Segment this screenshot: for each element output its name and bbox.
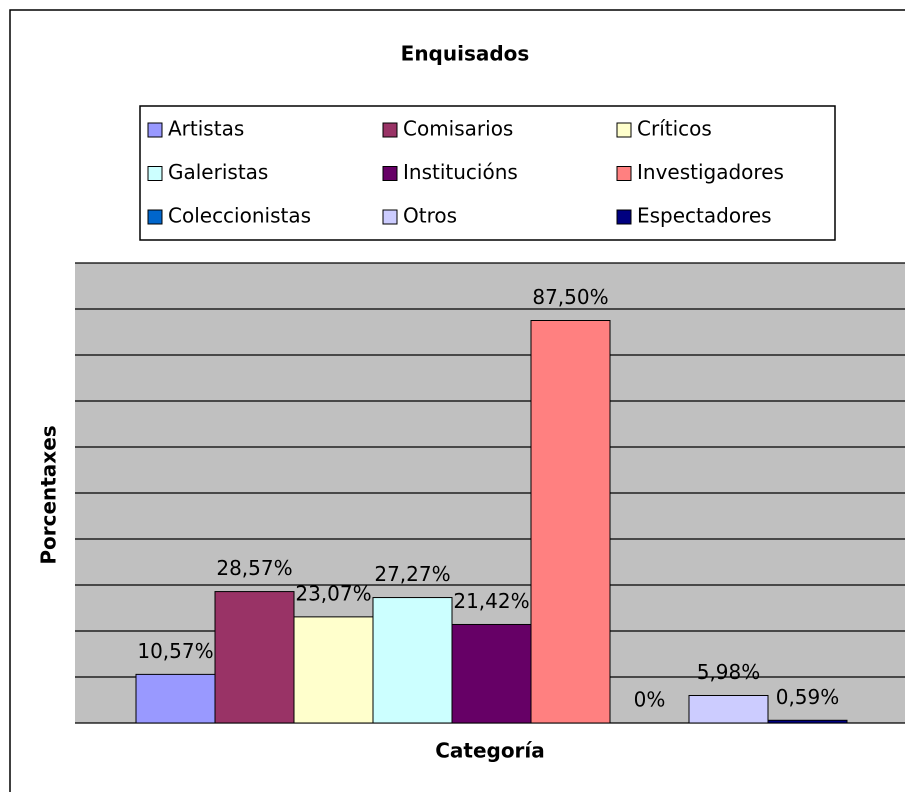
legend-swatch	[616, 122, 632, 138]
bar	[688, 694, 769, 724]
y-axis-label: Porcentaxes	[37, 425, 61, 564]
legend-label: Otros	[403, 204, 457, 228]
legend-label: Comisarios	[403, 117, 513, 141]
data-label: 28,57%	[216, 556, 292, 580]
chart-title: Enquisados	[401, 42, 530, 66]
legend	[139, 105, 836, 241]
bar	[451, 623, 532, 724]
x-axis-label: Categoría	[435, 739, 545, 763]
data-label: 87,50%	[532, 285, 608, 309]
legend-swatch	[382, 209, 398, 225]
legend-swatch	[147, 166, 163, 181]
bar	[214, 591, 295, 724]
legend-swatch	[147, 122, 163, 138]
legend-label: Investigadores	[637, 160, 784, 184]
legend-swatch	[616, 166, 632, 181]
bar	[372, 597, 453, 724]
legend-swatch	[147, 209, 163, 225]
legend-label: Artistas	[168, 117, 244, 141]
data-label: 0%	[634, 688, 666, 712]
legend-label: Coleccionistas	[168, 204, 311, 228]
legend-label: Críticos	[637, 117, 712, 141]
legend-swatch	[382, 166, 398, 181]
bar	[767, 719, 848, 724]
bar	[530, 320, 611, 724]
bar	[293, 616, 374, 724]
bar	[135, 673, 216, 724]
legend-label: Institucións	[403, 160, 518, 184]
data-label: 0,59%	[776, 685, 840, 709]
data-label: 21,42%	[453, 589, 529, 613]
legend-swatch	[616, 209, 632, 225]
legend-label: Espectadores	[637, 204, 772, 228]
data-label: 27,27%	[374, 562, 450, 586]
data-label: 5,98%	[697, 660, 761, 684]
legend-swatch	[382, 122, 398, 138]
data-label: 23,07%	[295, 581, 371, 605]
data-label: 10,57%	[137, 639, 213, 663]
legend-label: Galeristas	[168, 160, 268, 184]
